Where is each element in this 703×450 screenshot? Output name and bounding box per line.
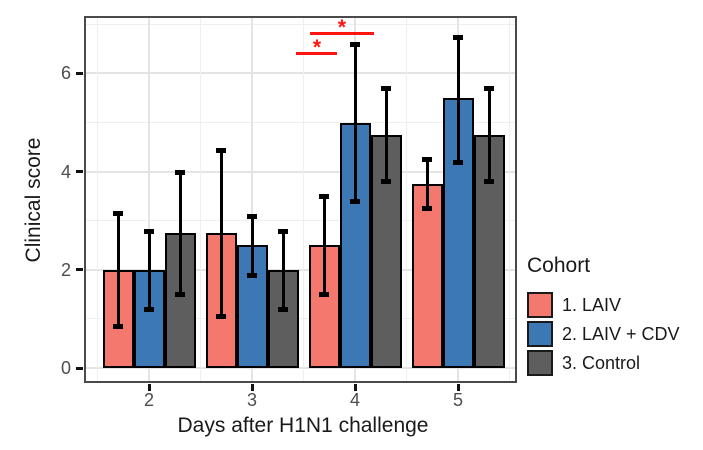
errorbar-cap-low: [278, 307, 288, 313]
y-tick-label-2: 2: [60, 259, 71, 280]
legend: Cohort 1. LAIV 2. LAIV + CDV 3. Control: [527, 254, 680, 379]
gridline-y-major: [84, 72, 517, 75]
errorbar-cap-low: [144, 307, 154, 313]
errorbar-day2-laiv-cdv: [147, 230, 151, 310]
significance-asterisk-2: *: [337, 16, 347, 39]
errorbar-cap-low: [247, 272, 257, 278]
y-tick-label-4: 4: [60, 161, 71, 182]
gridline-x-minor: [303, 16, 304, 383]
x-tick-5: [456, 384, 460, 391]
x-tick-label-3: 3: [246, 390, 257, 410]
errorbar-cap-high: [247, 213, 257, 219]
errorbar-day3-laiv-cdv: [250, 215, 254, 275]
errorbar-cap-low: [453, 159, 463, 165]
errorbar-cap-high: [484, 86, 494, 92]
legend-label-laiv: 1. LAIV: [562, 294, 622, 315]
legend-swatch-laiv-cdv: [527, 321, 553, 347]
errorbar-cap-low: [216, 314, 226, 320]
errorbar-cap-high: [216, 147, 226, 153]
errorbar-day3-laiv: [219, 149, 223, 317]
bar-day2-laiv-cdv: [133, 269, 165, 368]
x-tick-2: [147, 384, 151, 391]
legend-item-laiv-cdv: 2. LAIV + CDV: [527, 321, 680, 347]
legend-title: Cohort: [527, 254, 591, 277]
gridline-x-major: [148, 16, 150, 383]
y-tick-label-6: 6: [60, 63, 71, 84]
errorbar-cap-low: [113, 324, 123, 330]
errorbar-cap-high: [319, 194, 329, 200]
legend-label-laiv-cdv: 2. LAIV + CDV: [562, 323, 680, 344]
errorbar-cap-high: [381, 86, 391, 92]
y-tick-label-0: 0: [60, 358, 71, 378]
legend-swatch-laiv: [527, 292, 553, 318]
errorbar-cap-high: [453, 34, 463, 40]
errorbar-cap-high: [113, 211, 123, 217]
gridline-y-minor: [84, 122, 517, 123]
x-tick-4: [353, 384, 357, 391]
y-tick-4: [76, 170, 83, 174]
y-axis-title: Clinical score: [22, 137, 45, 263]
y-tick-6: [76, 71, 83, 75]
errorbar-day5-control: [487, 88, 491, 182]
x-tick-3: [250, 384, 254, 391]
significance-line-1: [296, 52, 337, 55]
errorbar-day4-control: [384, 88, 388, 182]
gridline-x-minor: [96, 16, 98, 383]
x-tick-label-4: 4: [349, 390, 360, 410]
gridline-y-minor: [84, 318, 517, 320]
legend-item-control: 3. Control: [527, 350, 680, 376]
errorbar-cap-high: [278, 228, 288, 234]
plot-panel: * *: [84, 16, 517, 383]
gridline-y-major: [84, 367, 517, 369]
errorbar-cap-high: [175, 169, 185, 175]
bar-day5-laiv-cdv: [442, 97, 474, 368]
gridline-y-minor: [84, 220, 517, 222]
gridline-y-major: [84, 170, 517, 173]
errorbar-day2-control: [178, 171, 182, 295]
errorbar-day5-laiv-cdv: [456, 36, 460, 162]
errorbar-cap-low: [484, 179, 494, 185]
legend-label-control: 3. Control: [562, 352, 641, 373]
errorbar-day2-laiv: [116, 213, 120, 327]
errorbar-cap-low: [175, 292, 185, 298]
errorbar-day5-laiv: [425, 159, 429, 209]
errorbar-day4-laiv: [322, 196, 326, 295]
gridline-y-minor: [84, 23, 517, 25]
errorbar-cap-low: [319, 292, 329, 298]
errorbar-cap-low: [422, 206, 432, 212]
gridline-x-minor: [509, 16, 510, 383]
gridline-x-minor: [200, 16, 201, 383]
errorbar-cap-high: [422, 157, 432, 163]
x-tick-label-5: 5: [452, 390, 463, 410]
gridline-y-major: [84, 268, 517, 271]
y-tick-2: [76, 268, 83, 272]
significance-asterisk-1: *: [312, 36, 322, 59]
x-axis-title: Days after H1N1 challenge: [177, 414, 429, 437]
legend-item-laiv: 1. LAIV: [527, 292, 680, 318]
bar-day5-laiv: [411, 183, 443, 368]
errorbar-cap-high: [350, 41, 360, 47]
errorbar-cap-high: [144, 228, 154, 234]
errorbar-cap-low: [381, 179, 391, 185]
errorbar-day4-laiv-cdv: [353, 43, 357, 202]
y-tick-0: [76, 366, 83, 370]
errorbar-cap-low: [350, 199, 360, 205]
gridline-x-minor: [406, 16, 407, 383]
legend-swatch-control: [527, 350, 553, 376]
errorbar-day3-control: [281, 230, 285, 310]
gridline-x-major: [251, 16, 253, 383]
significance-line-2: [310, 32, 374, 35]
x-tick-label-2: 2: [143, 390, 154, 410]
